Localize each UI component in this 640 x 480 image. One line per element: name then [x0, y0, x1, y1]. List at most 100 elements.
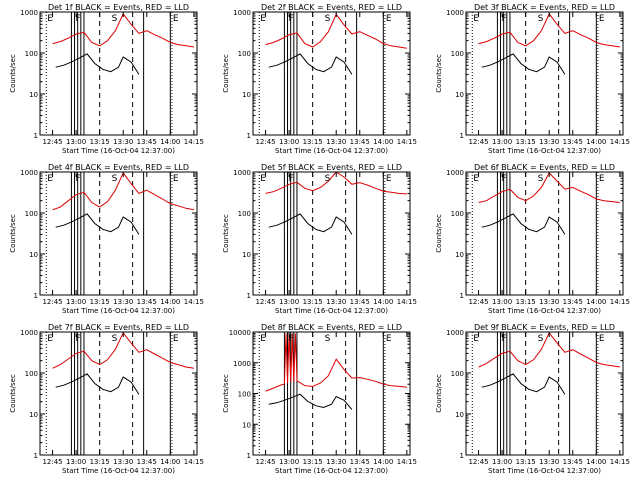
y-tick-label: 1 — [34, 292, 38, 300]
y-tick-label: 100 — [451, 370, 464, 378]
x-tick-label: 13:45 — [350, 458, 370, 466]
region-marker-label: E — [473, 14, 479, 24]
events-series-line — [268, 213, 353, 235]
events-series-line — [481, 373, 566, 395]
x-tick-label: 13:15 — [516, 298, 536, 306]
region-marker-label: F — [76, 174, 81, 184]
region-marker-label: S — [538, 334, 544, 344]
x-tick-label: 14:00 — [373, 138, 393, 146]
x-tick-label: 14:15 — [610, 298, 630, 306]
x-tick-label: 14:15 — [184, 458, 204, 466]
x-tick-label: 13:15 — [303, 458, 323, 466]
x-tick-label: 13:15 — [516, 458, 536, 466]
y-tick-label: 1000 — [446, 169, 464, 177]
x-tick-label: 14:15 — [184, 298, 204, 306]
x-tick-label: 14:00 — [586, 458, 606, 466]
x-tick-label: 13:30 — [113, 458, 133, 466]
plot-frame — [465, 331, 624, 456]
region-marker-label: F — [502, 14, 507, 24]
y-tick-label: 1000 — [233, 360, 251, 368]
y-tick-label: 10 — [455, 251, 464, 259]
x-axis-label: Start Time (16-Oct-04 12:37:00) — [275, 467, 388, 475]
y-tick-label: 1 — [34, 132, 38, 140]
region-marker-label: E — [386, 14, 392, 24]
panel-det-5: 1 10 100 1000 12:45 13:00 13:15 13:30 13:45 14:00… — [222, 163, 417, 315]
y-tick-label: 1000 — [20, 329, 38, 337]
x-axis-label: Start Time (16-Oct-04 12:37:00) — [275, 147, 388, 155]
panel-det-1: 1 10 100 1000 12:45 13:00 13:15 13:30 13:45 14:00… — [9, 3, 204, 155]
y-axis-label: Counts/sec — [435, 374, 443, 413]
y-tick-label: 10 — [455, 91, 464, 99]
x-tick-label: 14:15 — [184, 138, 204, 146]
y-tick-label: 10 — [242, 421, 251, 429]
x-tick-label: 13:15 — [90, 458, 110, 466]
y-tick-label: 100 — [238, 391, 251, 399]
panel-title: Det 6f BLACK = Events, RED = LLD — [474, 163, 615, 172]
lld-series-line — [265, 333, 407, 392]
panel-title: Det 1f BLACK = Events, RED = LLD — [48, 3, 189, 12]
plot-area — [258, 12, 407, 135]
y-tick-label: 1000 — [446, 9, 464, 17]
plot-frame — [465, 11, 624, 136]
region-marker-label: E — [260, 14, 266, 24]
lld-series-line — [265, 172, 407, 195]
events-series-line — [55, 373, 140, 395]
panel-title: Det 7f BLACK = Events, RED = LLD — [48, 323, 189, 332]
y-tick-label: 1000 — [20, 9, 38, 17]
x-tick-label: 13:30 — [326, 298, 346, 306]
x-tick-label: 13:15 — [303, 138, 323, 146]
x-tick-label: 13:15 — [516, 138, 536, 146]
x-tick-label: 14:00 — [373, 298, 393, 306]
x-axis-label: Start Time (16-Oct-04 12:37:00) — [488, 307, 601, 315]
x-tick-label: 13:45 — [350, 298, 370, 306]
region-marker-label: F — [502, 334, 507, 344]
x-axis-label: Start Time (16-Oct-04 12:37:00) — [275, 307, 388, 315]
x-tick-label: 13:00 — [279, 298, 299, 306]
x-tick-label: 12:45 — [255, 458, 275, 466]
x-tick-label: 14:00 — [160, 458, 180, 466]
x-tick-label: 13:15 — [303, 298, 323, 306]
events-series-line — [268, 53, 353, 75]
y-tick-label: 1000 — [233, 9, 251, 17]
x-tick-label: 13:00 — [66, 298, 86, 306]
x-tick-label: 14:15 — [397, 458, 417, 466]
y-tick-label: 1 — [247, 292, 251, 300]
region-marker-label: E — [260, 174, 266, 184]
region-marker-label: E — [386, 174, 392, 184]
x-tick-label: 14:15 — [610, 138, 630, 146]
region-marker-label: S — [538, 14, 544, 24]
y-tick-label: 1 — [460, 292, 464, 300]
x-tick-label: 14:00 — [586, 138, 606, 146]
y-tick-label: 1000 — [446, 329, 464, 337]
y-tick-label: 1 — [460, 132, 464, 140]
y-tick-label: 100 — [451, 50, 464, 58]
x-tick-label: 13:00 — [492, 298, 512, 306]
region-marker-label: F — [502, 174, 507, 184]
plot-frame — [39, 171, 198, 296]
x-tick-label: 13:30 — [113, 138, 133, 146]
panel-det-9: 1 10 100 1000 12:45 13:00 13:15 13:30 13:45 14:00… — [435, 323, 630, 475]
x-axis-label: Start Time (16-Oct-04 12:37:00) — [488, 467, 601, 475]
x-tick-label: 13:45 — [563, 458, 583, 466]
x-tick-label: 14:00 — [373, 458, 393, 466]
plot-area — [471, 172, 620, 295]
region-marker-label: S — [112, 14, 118, 24]
plot-area — [471, 332, 620, 455]
y-tick-label: 100 — [451, 210, 464, 218]
plot-area — [258, 172, 407, 295]
region-marker-label: E — [473, 334, 479, 344]
x-tick-label: 13:30 — [326, 458, 346, 466]
x-tick-label: 13:30 — [539, 298, 559, 306]
region-marker-label: E — [173, 14, 179, 24]
plot-area — [45, 12, 194, 135]
region-marker-label: F — [289, 14, 294, 24]
y-axis-label: Counts/sec — [9, 214, 17, 253]
plot-frame — [252, 171, 411, 296]
panel-title: Det 2f BLACK = Events, RED = LLD — [261, 3, 402, 12]
region-marker-label: S — [325, 174, 331, 184]
x-tick-label: 14:15 — [610, 458, 630, 466]
panel-title: Det 4f BLACK = Events, RED = LLD — [48, 163, 189, 172]
y-tick-label: 1 — [247, 132, 251, 140]
events-series-line — [268, 393, 353, 410]
y-tick-label: 1000 — [20, 169, 38, 177]
